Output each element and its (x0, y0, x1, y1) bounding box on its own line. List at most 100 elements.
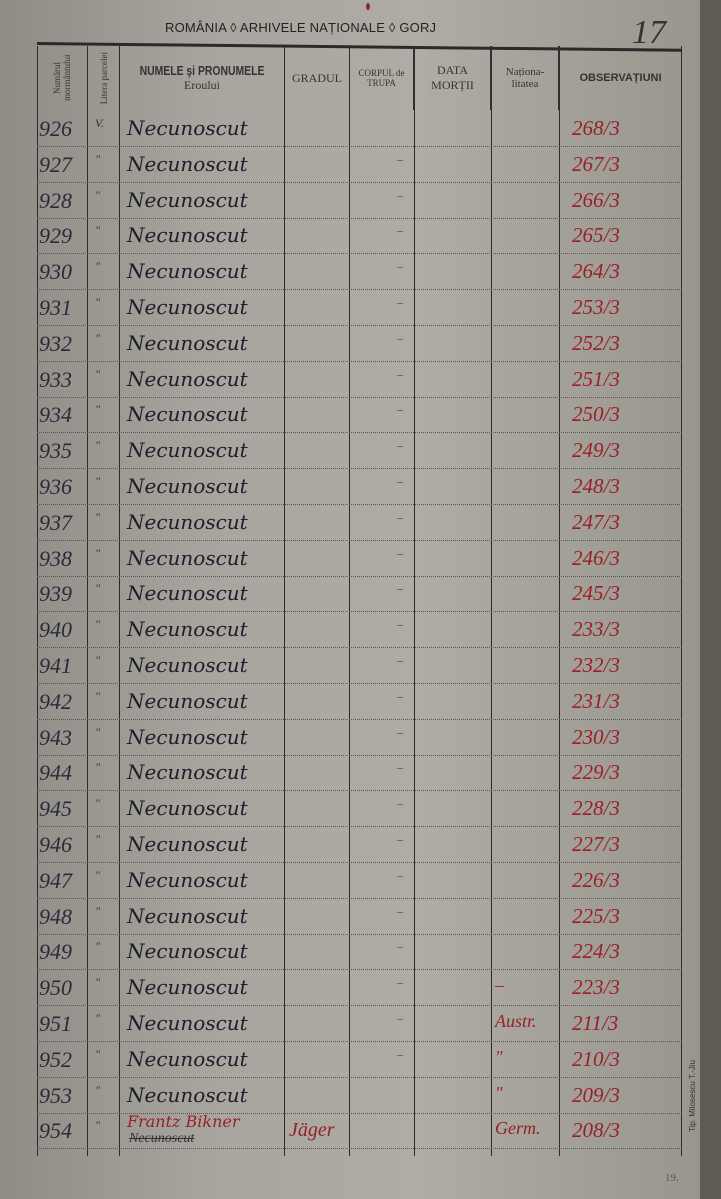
grave-number: 951 (39, 1011, 72, 1036)
register-row: 939 " Necunoscut – 245/3 (37, 576, 682, 613)
parcel-letter: " (95, 724, 101, 739)
column-rule (681, 46, 682, 1156)
observation: 208/3 (572, 1118, 620, 1143)
observation: 229/3 (572, 760, 620, 785)
parcel-letter: " (95, 187, 101, 202)
corps: – (397, 724, 403, 739)
observation: 232/3 (572, 653, 620, 677)
hero-name: Necunoscut (127, 259, 248, 284)
corps: – (397, 545, 403, 560)
parcel-letter: " (95, 509, 101, 524)
hero-name: Necunoscut (127, 1082, 248, 1107)
observation: 245/3 (572, 581, 620, 606)
observation: 210/3 (572, 1046, 620, 1071)
register-row: 933 " Necunoscut – 251/3 (37, 362, 682, 398)
header-observations: OBSERVAȚIUNI (560, 46, 682, 110)
corps: – (397, 223, 403, 238)
parcel-letter: " (95, 259, 101, 274)
register-row: 952 " Necunoscut – " 210/3 (37, 1042, 682, 1078)
parcel-letter: " (95, 1011, 101, 1025)
grave-number: 934 (39, 402, 72, 428)
observation: 247/3 (572, 509, 620, 534)
corps: – (397, 474, 403, 488)
hero-name: Necunoscut (127, 1011, 248, 1035)
bottom-note: 19. (665, 1172, 679, 1184)
parcel-letter: " (95, 903, 101, 918)
observation: 226/3 (572, 867, 620, 892)
register-row: 938 " Necunoscut – 246/3 (37, 541, 682, 577)
column-rule (491, 46, 492, 1156)
column-rule (349, 46, 350, 1156)
corps: – (397, 903, 403, 918)
parcel-letter: " (95, 975, 101, 990)
hero-name: Necunoscut (127, 402, 248, 427)
parcel-letter: " (95, 1046, 101, 1061)
corps: – (397, 832, 403, 846)
grave-number: 943 (39, 724, 72, 750)
corps: – (397, 187, 403, 202)
register-row: 935 " Necunoscut – 249/3 (37, 433, 682, 470)
corps: – (397, 760, 403, 775)
corps: – (397, 509, 403, 524)
observation: 230/3 (572, 724, 620, 749)
hero-name: Necunoscut (127, 295, 248, 319)
register-row: 934 " Necunoscut – 250/3 (37, 397, 682, 434)
hero-name: Frantz Bikner (127, 1112, 240, 1132)
observation: 246/3 (572, 545, 620, 570)
observation: 251/3 (572, 366, 620, 391)
observation: 264/3 (572, 259, 620, 284)
register-row: 953 " Necunoscut " 209/3 (37, 1078, 682, 1114)
parcel-letter: V. (95, 116, 104, 130)
page-number: 17 (632, 14, 666, 51)
corps: – (397, 867, 403, 882)
register-row: 927 " Necunoscut – 267/3 (37, 147, 682, 183)
struck-name: Necunoscut (129, 1131, 195, 1147)
grave-number: 929 (39, 223, 72, 249)
hero-name: Necunoscut (127, 223, 248, 248)
hero-name: Necunoscut (127, 116, 248, 140)
parcel-letter: " (95, 151, 101, 166)
hero-name: Necunoscut (127, 688, 248, 713)
observation: 248/3 (572, 474, 620, 498)
register-row: 941 " Necunoscut – 232/3 (37, 648, 682, 684)
parcel-letter: " (95, 617, 101, 632)
parcel-letter: " (95, 867, 101, 882)
observation: 266/3 (572, 187, 620, 212)
register-row: 936 " Necunoscut – 248/3 (37, 469, 682, 505)
corps: – (397, 617, 403, 632)
hero-name: Necunoscut (127, 581, 248, 606)
observation: 228/3 (572, 796, 620, 821)
observation: 225/3 (572, 903, 620, 928)
hero-name: Necunoscut (127, 617, 248, 642)
ink-mark (366, 3, 370, 10)
register-row: 946 " Necunoscut – 227/3 (37, 827, 682, 863)
observation: 223/3 (572, 975, 620, 1000)
column-rule (284, 46, 285, 1156)
register-row: 937 " Necunoscut – 247/3 (37, 505, 682, 541)
register-row: 950 " Necunoscut – – 223/3 (37, 970, 682, 1007)
nationality: – (495, 975, 504, 996)
grave-number: 930 (39, 259, 72, 285)
grave-number: 932 (39, 330, 72, 356)
column-rule (119, 46, 120, 1156)
grave-number: 954 (39, 1118, 72, 1144)
observation: 268/3 (572, 116, 620, 140)
hero-name: Necunoscut (127, 187, 248, 212)
grave-number: 940 (39, 617, 72, 643)
hero-name: Necunoscut (127, 509, 248, 534)
header-corps: CORPUL de TRUPA (350, 46, 414, 110)
observation: 224/3 (572, 939, 620, 964)
hero-name: Necunoscut (127, 903, 248, 928)
corps: – (397, 688, 403, 703)
nationality: " (495, 1082, 503, 1103)
grave-number: 953 (39, 1082, 72, 1108)
header-rank: GRADUL (285, 46, 350, 110)
grave-number: 931 (39, 295, 72, 320)
header-name-label: NUMELE şi PRONUMELE (139, 63, 265, 78)
grave-number: 926 (39, 116, 72, 141)
header-name: NUMELE şi PRONUMELE Eroului (120, 46, 285, 110)
hero-name: Necunoscut (127, 867, 248, 892)
header-nationality: Naționa-litatea (492, 46, 559, 110)
corps: – (397, 975, 403, 990)
grave-number: 948 (39, 903, 72, 929)
